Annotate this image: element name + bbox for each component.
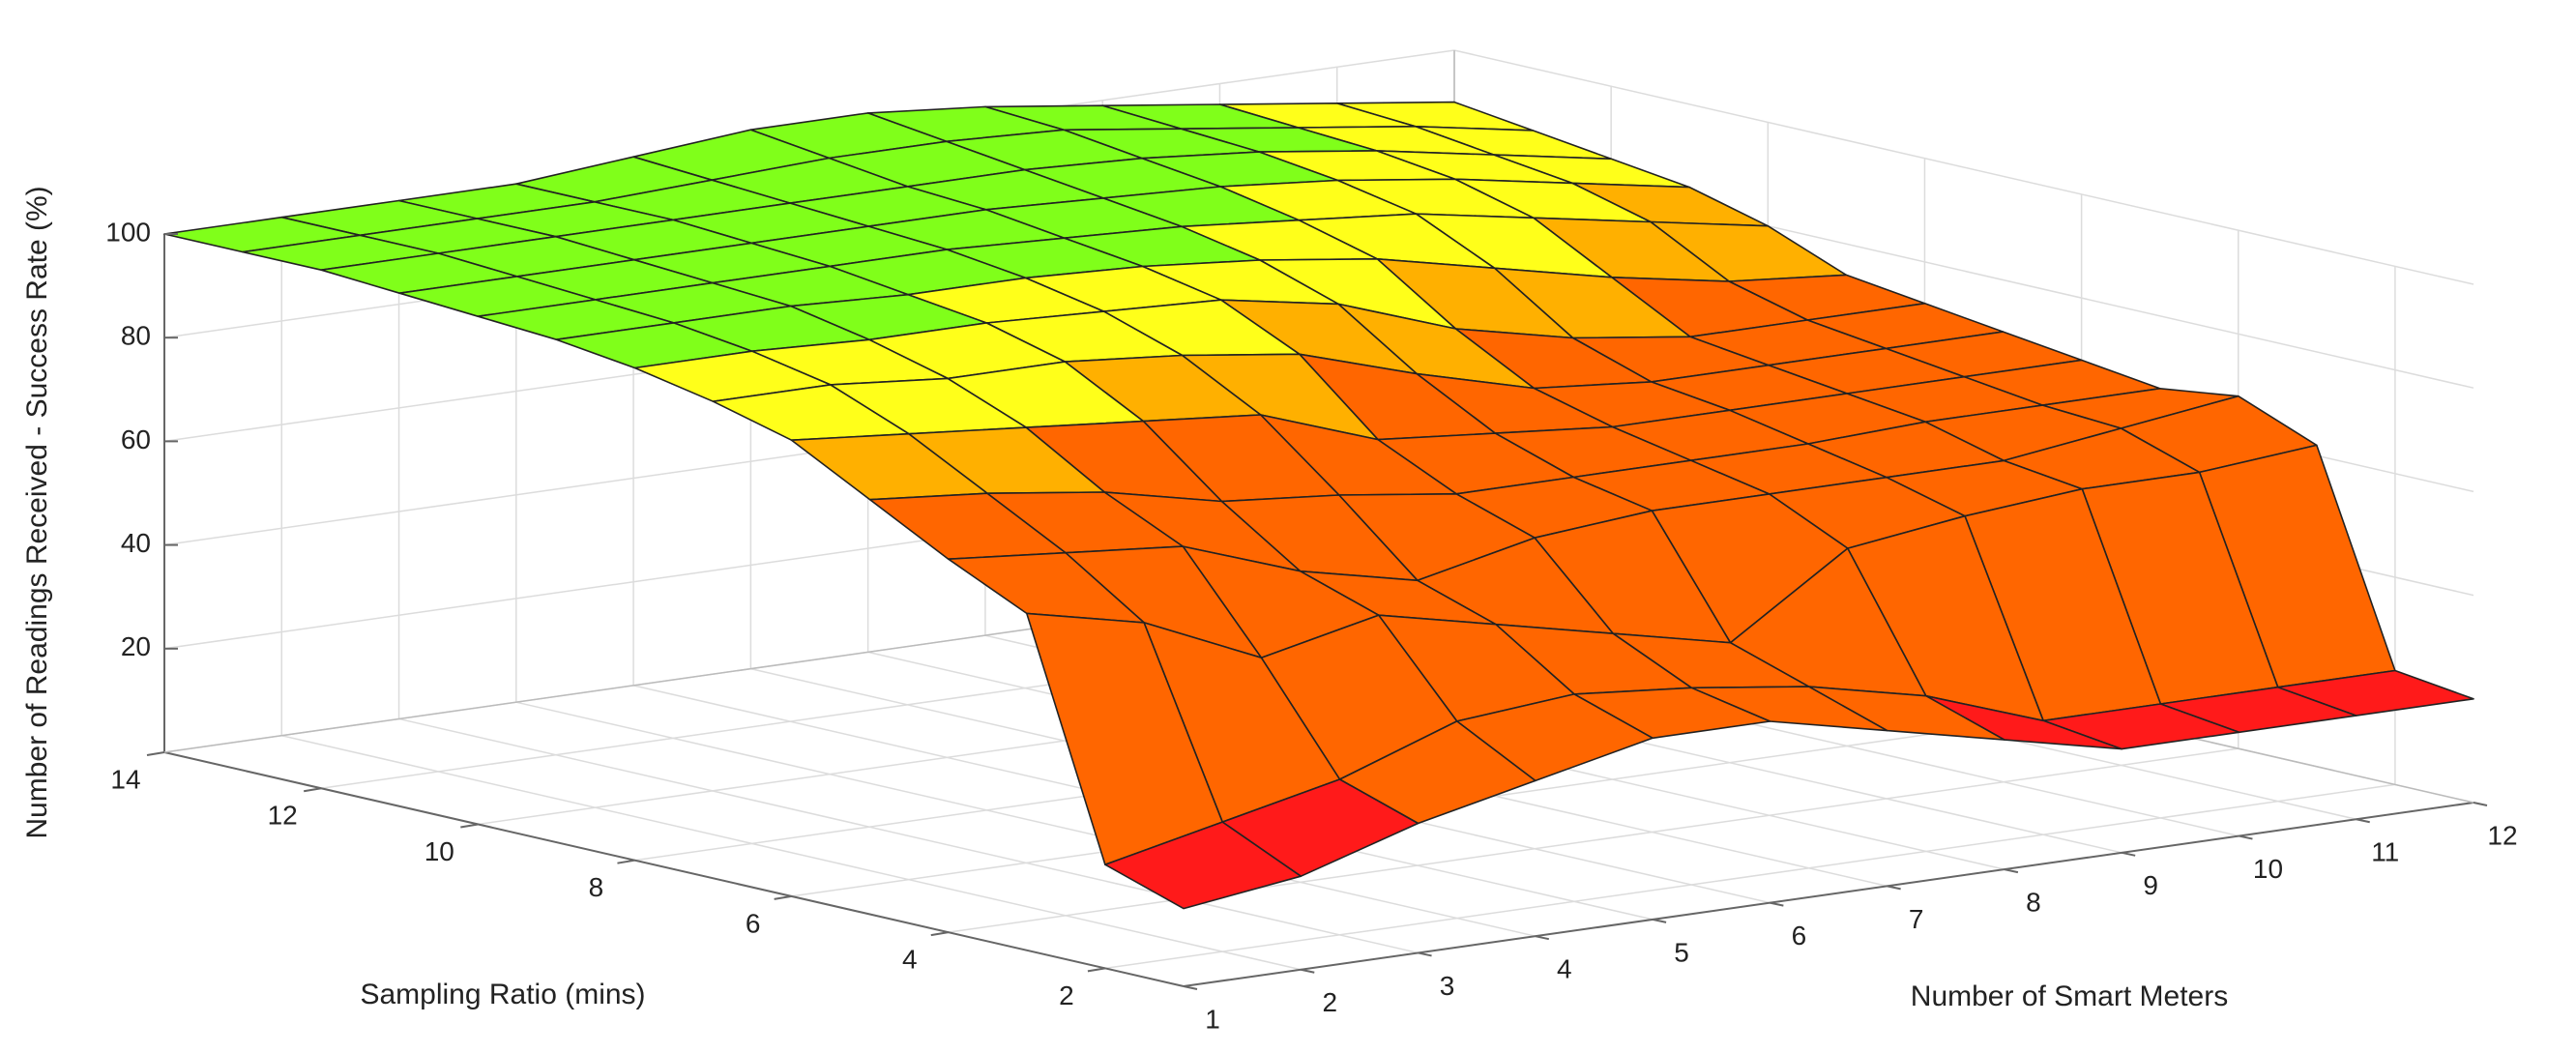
y-axis-title: Sampling Ratio (mins) [360, 979, 645, 1010]
surface [163, 101, 2474, 910]
z-tick-label: 20 [121, 631, 151, 661]
grid-line [515, 701, 1536, 937]
y-tick [617, 859, 635, 864]
x-tick-label: 8 [2026, 887, 2041, 917]
x-tick [2473, 802, 2488, 806]
z-axis-title: Number of Readings Received - Success Ra… [21, 186, 53, 838]
x-tick-label: 2 [1322, 987, 1337, 1017]
x-tick-label: 9 [2143, 870, 2158, 900]
x-tick-label: 5 [1674, 937, 1689, 967]
x-tick-label: 1 [1205, 1004, 1220, 1034]
x-tick [2239, 834, 2253, 840]
y-tick [1087, 967, 1106, 973]
y-tick [774, 894, 792, 900]
x-tick-label: 10 [2253, 854, 2283, 884]
x-tick [1887, 885, 1901, 891]
y-tick-label: 6 [746, 908, 761, 938]
x-axis-title: Number of Smart Meters [1911, 980, 2228, 1012]
z-tick-label: 100 [105, 217, 151, 247]
x-tick [2356, 818, 2370, 824]
x-tick-label: 6 [1792, 921, 1807, 951]
x-tick-label: 12 [2487, 820, 2517, 850]
grid-line [948, 747, 2239, 933]
x-tick [1183, 985, 1198, 990]
y-tick-label: 14 [110, 764, 140, 794]
grid-line [1453, 49, 2474, 285]
surface-face [1104, 821, 1303, 910]
x-tick [2121, 851, 2136, 857]
y-tick-label: 4 [902, 945, 918, 975]
y-tick [460, 823, 479, 829]
x-tick [1535, 935, 1550, 941]
x-tick [1301, 968, 1315, 974]
y-tick-label: 10 [424, 836, 454, 866]
x-tick-label: 7 [1909, 904, 1924, 934]
grid-line [1104, 783, 2396, 970]
x-tick [1770, 901, 1784, 907]
x-tick-label: 11 [2371, 837, 2399, 867]
axis-line [163, 751, 1185, 987]
x-tick [1652, 918, 1667, 923]
y-tick [930, 931, 949, 937]
axis-line [1183, 802, 2474, 987]
z-tick-label: 60 [121, 424, 151, 454]
y-tick-label: 2 [1059, 980, 1074, 1010]
grid-line [398, 717, 1419, 954]
x-tick-label: 4 [1557, 954, 1572, 984]
x-tick [1418, 951, 1432, 957]
y-tick-label: 8 [589, 872, 604, 902]
y-tick [303, 787, 322, 793]
y-tick-label: 12 [268, 801, 298, 831]
z-tick-label: 40 [121, 528, 151, 558]
y-tick [146, 751, 165, 756]
x-tick [2004, 868, 2019, 874]
x-tick-label: 3 [1440, 971, 1455, 1001]
grid-line [281, 734, 1302, 971]
z-tick-label: 80 [121, 321, 151, 351]
